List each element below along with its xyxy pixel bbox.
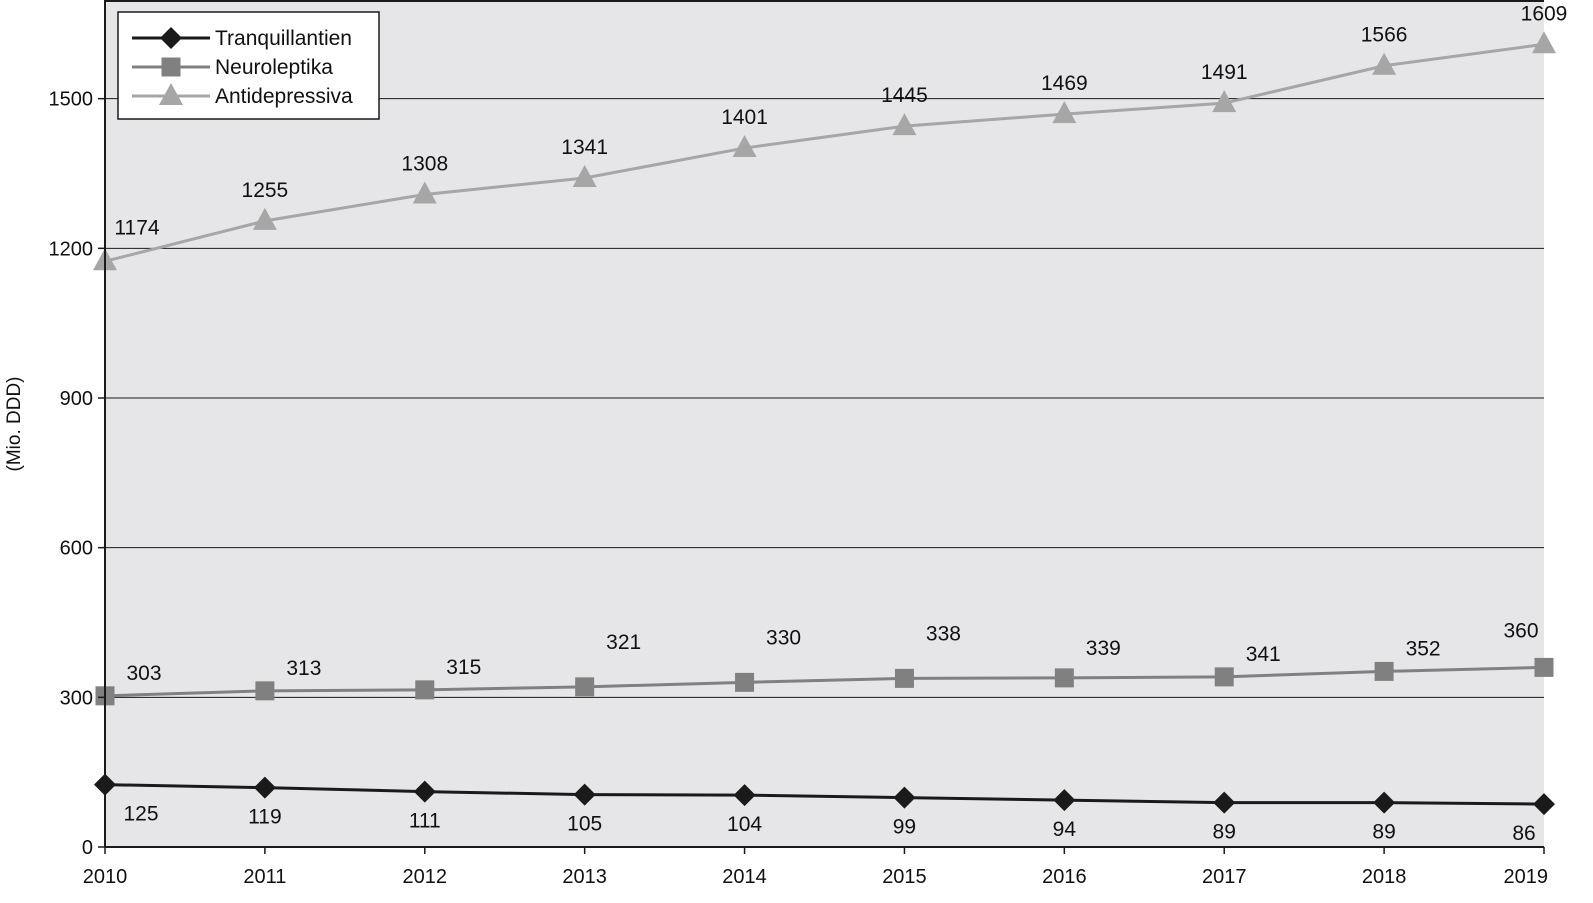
data-label: 313 — [286, 657, 321, 680]
diamond-marker — [1533, 793, 1555, 816]
legend-label: Neuroleptika — [215, 56, 333, 79]
series-line-antidepressiva — [104, 42, 1545, 263]
data-label: 338 — [926, 622, 961, 645]
data-markers — [93, 31, 1556, 816]
square-marker — [1374, 661, 1394, 681]
diamond-marker — [253, 776, 276, 799]
data-label: 99 — [893, 816, 916, 839]
data-label: 94 — [1053, 818, 1077, 841]
legend-label: Antidepressiva — [215, 85, 353, 108]
x-axis-ticks: 2010 2011 2012 2013 2014 2015 2016 2017 2018 2019 — [83, 847, 1548, 888]
triangle-marker — [892, 113, 917, 136]
data-label: 105 — [567, 813, 602, 836]
diamond-marker — [573, 783, 596, 806]
series-line-tranquillantien — [104, 783, 1545, 806]
data-label: 321 — [606, 631, 641, 654]
data-label: 86 — [1512, 822, 1535, 845]
data-label: 1308 — [401, 152, 448, 175]
x-tick-label: 2014 — [722, 866, 767, 888]
series-line-neuroleptika — [104, 665, 1545, 698]
triangle-marker — [572, 164, 597, 187]
legend-label: Tranquillantien — [215, 27, 352, 50]
triangle-marker — [252, 207, 277, 230]
x-tick-label: 2018 — [1362, 866, 1407, 888]
data-label: 1566 — [1361, 24, 1408, 47]
x-tick-label: 2016 — [1042, 866, 1087, 888]
data-label: 341 — [1246, 643, 1281, 666]
x-tick-label: 2013 — [562, 866, 607, 888]
diamond-marker — [733, 784, 756, 807]
data-label: 89 — [1213, 821, 1236, 844]
data-label: 339 — [1086, 637, 1121, 660]
data-label: 1491 — [1201, 61, 1248, 84]
square-marker — [415, 680, 435, 700]
triangle-marker — [1052, 101, 1077, 124]
triangle-marker — [159, 83, 183, 105]
data-label: 1469 — [1041, 72, 1088, 95]
y-axis-ticks: 0 300 600 900 1200 1500 — [49, 89, 105, 859]
y-tick-label: 0 — [82, 837, 93, 859]
square-marker — [161, 57, 181, 77]
data-label: 1609 — [1521, 2, 1568, 25]
triangle-marker — [732, 135, 757, 158]
data-label: 119 — [248, 806, 281, 829]
legend: Tranquillantien Neuroleptika Antidepressiv… — [117, 11, 380, 120]
data-label: 89 — [1372, 821, 1395, 844]
data-label: 125 — [123, 803, 158, 826]
x-tick-label: 2010 — [83, 866, 128, 888]
diamond-marker — [893, 786, 916, 809]
triangle-marker — [1212, 90, 1237, 113]
square-marker — [894, 668, 914, 688]
square-marker — [255, 681, 275, 701]
x-tick-label: 2012 — [403, 866, 448, 888]
square-marker — [575, 677, 595, 697]
data-label: 104 — [727, 813, 762, 836]
data-label: 315 — [446, 656, 481, 679]
series-lines — [104, 42, 1545, 806]
diamond-marker — [160, 27, 182, 49]
y-tick-label: 600 — [60, 538, 93, 560]
diamond-marker — [413, 780, 436, 803]
diamond-marker — [1053, 789, 1076, 812]
y-tick-label: 1500 — [49, 89, 94, 111]
data-label: 1255 — [242, 179, 289, 202]
square-marker — [1534, 657, 1554, 677]
triangle-marker — [1532, 31, 1556, 54]
y-tick-label: 900 — [60, 388, 93, 410]
data-label: 1341 — [561, 136, 608, 159]
triangle-marker — [412, 181, 437, 204]
axes — [104, 0, 1544, 848]
y-axis-title: (Mio. DDD) — [4, 377, 25, 472]
square-marker — [1214, 667, 1234, 687]
data-label: 303 — [126, 662, 161, 685]
data-label: 1174 — [114, 216, 159, 239]
data-label: 1401 — [721, 106, 768, 129]
x-tick-label: 2015 — [882, 866, 927, 888]
diamond-marker — [1373, 791, 1396, 814]
x-tick-label: 2011 — [243, 866, 286, 888]
data-label: 330 — [766, 626, 801, 649]
y-tick-label: 300 — [60, 687, 93, 709]
diamond-marker — [1213, 791, 1236, 814]
x-tick-label: 2019 — [1504, 866, 1549, 888]
data-label: 111 — [409, 810, 441, 833]
data-labels: 125 119 111 105 104 99 94 89 89 86 303 313 315 321 330… — [114, 2, 1567, 845]
triangle-marker — [1372, 52, 1397, 75]
y-tick-label: 1200 — [49, 238, 94, 260]
x-tick-label: 2017 — [1202, 866, 1247, 888]
data-label: 352 — [1406, 637, 1441, 660]
square-marker — [735, 672, 755, 692]
data-label: 1445 — [881, 84, 928, 107]
data-label: 360 — [1503, 619, 1538, 642]
plot-background — [105, 0, 1544, 847]
square-marker — [1054, 668, 1074, 688]
